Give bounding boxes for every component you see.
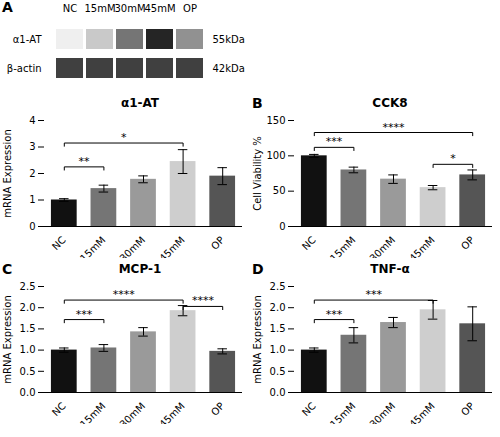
svg-text:45mM: 45mM xyxy=(407,400,437,424)
svg-text:***: *** xyxy=(326,135,343,148)
svg-text:***: *** xyxy=(365,288,382,301)
svg-text:mRNA Expression: mRNA Expression xyxy=(2,295,13,383)
svg-text:0.0: 0.0 xyxy=(270,387,286,398)
svg-text:****: **** xyxy=(113,288,136,301)
svg-text:30mM: 30mM xyxy=(367,234,397,258)
html-text:α1-AT: α1-AT xyxy=(120,96,160,110)
svg-text:α1-AT: α1-AT xyxy=(13,34,43,45)
svg-text:55kDa: 55kDa xyxy=(213,34,245,45)
svg-text:2.0: 2.0 xyxy=(20,302,36,313)
svg-text:4: 4 xyxy=(29,115,35,126)
svg-text:1.0: 1.0 xyxy=(20,344,36,355)
svg-text:1.0: 1.0 xyxy=(270,344,286,355)
svg-text:30mM: 30mM xyxy=(114,3,145,14)
svg-text:45mM: 45mM xyxy=(144,3,175,14)
svg-text:15mM: 15mM xyxy=(328,234,358,258)
svg-text:1.5: 1.5 xyxy=(270,323,286,334)
svg-text:**: ** xyxy=(79,155,91,168)
html-text:TNF-α: TNF-α xyxy=(370,262,410,276)
svg-text:1: 1 xyxy=(29,194,35,205)
svg-text:100: 100 xyxy=(266,150,285,161)
html-text:MCP-1: MCP-1 xyxy=(118,262,162,276)
svg-text:mRNA Expression: mRNA Expression xyxy=(252,295,263,383)
svg-text:0.5: 0.5 xyxy=(270,366,286,377)
svg-text:30mM: 30mM xyxy=(367,400,397,424)
html-text:C: C xyxy=(2,261,13,277)
svg-text:2.5: 2.5 xyxy=(270,281,286,292)
svg-text:NC: NC xyxy=(300,234,318,252)
svg-text:NC: NC xyxy=(50,234,68,252)
svg-text:1.5: 1.5 xyxy=(20,323,36,334)
svg-text:50: 50 xyxy=(273,185,286,196)
svg-text:0.0: 0.0 xyxy=(20,387,36,398)
svg-text:NC: NC xyxy=(50,400,68,418)
svg-text:OP: OP xyxy=(183,3,197,14)
svg-text:15mM: 15mM xyxy=(84,3,115,14)
html-text:CCK8: CCK8 xyxy=(372,96,408,110)
svg-text:OP: OP xyxy=(209,400,227,418)
svg-text:*: * xyxy=(450,152,456,165)
svg-text:NC: NC xyxy=(300,400,318,418)
svg-text:mRNA Expression: mRNA Expression xyxy=(2,129,13,217)
svg-text:3: 3 xyxy=(29,141,35,152)
html-text:A: A xyxy=(2,0,13,15)
svg-text:***: *** xyxy=(326,308,343,321)
svg-text:15mM: 15mM xyxy=(328,400,358,424)
svg-text:0: 0 xyxy=(279,221,285,232)
svg-text:****: **** xyxy=(192,294,215,307)
svg-text:2: 2 xyxy=(29,168,35,179)
html-text:D: D xyxy=(252,261,264,277)
svg-text:OP: OP xyxy=(459,234,477,252)
svg-text:45mM: 45mM xyxy=(157,234,187,258)
svg-text:NC: NC xyxy=(63,3,77,14)
svg-text:OP: OP xyxy=(209,234,227,252)
svg-text:45mM: 45mM xyxy=(407,234,437,258)
svg-text:2.5: 2.5 xyxy=(20,281,36,292)
svg-text:45mM: 45mM xyxy=(157,400,187,424)
svg-text:OP: OP xyxy=(459,400,477,418)
svg-text:β-actin: β-actin xyxy=(7,63,42,74)
svg-text:15mM: 15mM xyxy=(78,234,108,258)
svg-text:Cell Viability %: Cell Viability % xyxy=(252,136,263,211)
svg-text:0: 0 xyxy=(29,221,35,232)
html-text:B: B xyxy=(252,95,263,111)
svg-text:30mM: 30mM xyxy=(117,234,147,258)
svg-text:30mM: 30mM xyxy=(117,400,147,424)
svg-text:150: 150 xyxy=(266,115,285,126)
svg-text:2.0: 2.0 xyxy=(270,302,286,313)
svg-text:42kDa: 42kDa xyxy=(213,63,245,74)
svg-text:0.5: 0.5 xyxy=(20,366,36,377)
svg-text:15mM: 15mM xyxy=(78,400,108,424)
svg-text:*: * xyxy=(121,131,127,144)
svg-text:****: **** xyxy=(383,121,406,134)
svg-text:***: *** xyxy=(76,308,93,321)
